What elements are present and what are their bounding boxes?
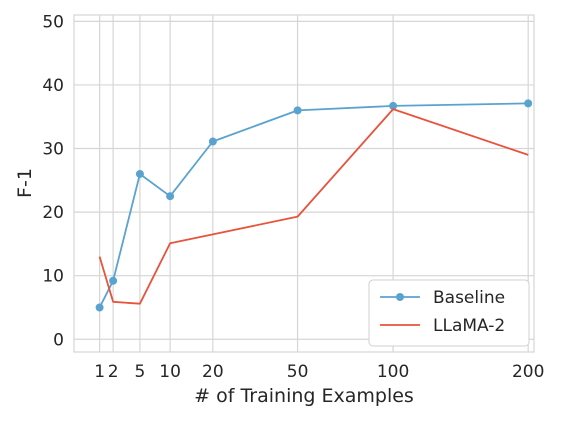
x-tick-label: 50 — [287, 362, 309, 382]
x-tick-label: 5 — [135, 362, 146, 382]
x-tick-label: 200 — [512, 362, 544, 382]
legend: Baseline LLaMA-2 — [368, 279, 530, 347]
y-tick-label: 20 — [42, 203, 64, 223]
y-tick-label: 30 — [42, 140, 64, 160]
data-point-baseline — [109, 276, 118, 285]
data-point-baseline — [135, 169, 144, 178]
x-axis-title: # of Training Examples — [194, 385, 414, 407]
x-tick-label: 100 — [377, 362, 409, 382]
y-tick-label: 0 — [53, 330, 64, 350]
legend-baseline-label: Baseline — [433, 288, 505, 308]
y-tick-labels: 0 10 20 30 40 50 — [42, 12, 64, 350]
data-point-baseline — [524, 99, 533, 108]
data-point-baseline — [208, 137, 217, 146]
legend-llama-label: LLaMA-2 — [433, 316, 505, 336]
x-tick-label: 2 — [108, 362, 119, 382]
series-line-baseline — [98, 102, 529, 308]
data-point-baseline — [293, 106, 302, 115]
data-point-baseline — [166, 192, 175, 201]
x-tick-labels: 1 2 5 10 20 50 100 200 — [94, 362, 544, 382]
legend-baseline-marker — [396, 293, 404, 301]
data-point-baseline — [95, 303, 104, 312]
y-tick-label: 40 — [42, 76, 64, 96]
y-tick-label: 10 — [42, 267, 64, 287]
x-tick-label: 20 — [202, 362, 224, 382]
series-line-llama-2 — [98, 108, 529, 305]
x-tick-label: 1 — [94, 362, 105, 382]
y-axis-title: F-1 — [14, 168, 36, 198]
x-tick-label: 10 — [159, 362, 181, 382]
data-point-baseline — [389, 101, 398, 110]
series-layer — [95, 99, 533, 312]
y-tick-label: 50 — [42, 12, 64, 32]
